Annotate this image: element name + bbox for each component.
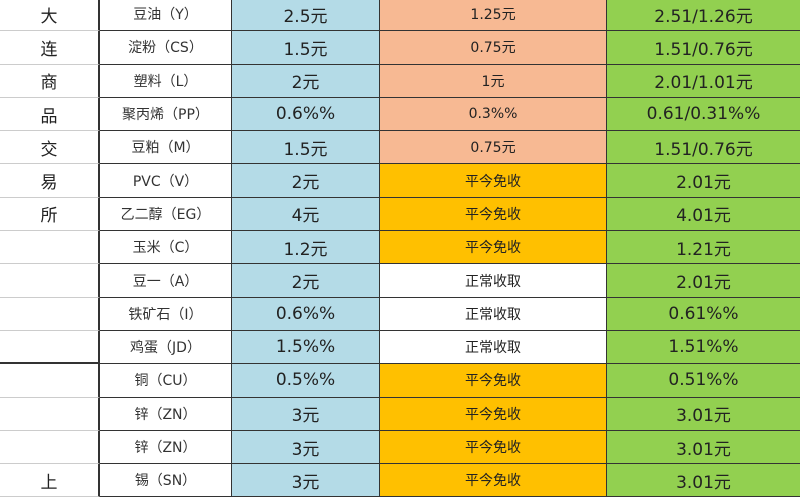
total-cell: 2.01元 <box>607 164 800 198</box>
table-row: 连淀粉（CS） 1.5元 0.75元 1.51/0.76元 <box>0 31 800 65</box>
total-cell: 1.21元 <box>607 231 800 265</box>
table-row: 鸡蛋（JD） 1.5%% 正常收取 1.51%% <box>0 330 800 365</box>
fee-cell: 0.5%% <box>232 364 380 398</box>
close-today-cell: 正常收取 <box>380 330 607 365</box>
total-cell: 2.51/1.26元 <box>607 0 800 32</box>
fee-cell: 3元 <box>232 464 380 498</box>
fee-cell: 2.5元 <box>232 0 380 32</box>
exchange-cell <box>0 430 100 465</box>
close-today-cell: 1元 <box>380 64 607 98</box>
fee-cell: 1.2元 <box>232 231 380 265</box>
fee-cell: 2元 <box>232 164 380 198</box>
table-row: 锌（ZN） 3元 平今免收 3.01元 <box>0 397 800 431</box>
product-cell: 铜（CU） <box>100 364 232 398</box>
product-cell: 锡（SN） <box>100 464 232 498</box>
close-today-cell: 平今免收 <box>380 164 607 198</box>
close-today-cell: 平今免收 <box>380 397 607 431</box>
table-row: 玉米（C） 1.2元 平今免收 1.21元 <box>0 231 800 265</box>
close-today-cell: 0.3%% <box>380 97 607 132</box>
fee-cell: 3元 <box>232 397 380 431</box>
total-cell: 0.61%% <box>607 297 800 331</box>
exchange-cell: 交 <box>0 131 100 165</box>
product-cell: 豆粕（M） <box>100 131 232 165</box>
exchange-cell: 易 <box>0 164 100 198</box>
fee-cell: 2元 <box>232 264 380 298</box>
fee-cell: 2元 <box>232 64 380 98</box>
exchange-cell: 商 <box>0 64 100 98</box>
fee-cell: 0.6%% <box>232 297 380 331</box>
close-today-cell: 0.75元 <box>380 31 607 65</box>
total-cell: 1.51/0.76元 <box>607 31 800 65</box>
fee-cell: 3元 <box>232 430 380 465</box>
total-cell: 4.01元 <box>607 197 800 232</box>
exchange-cell: 所 <box>0 197 100 232</box>
table-row: 锌（ZN） 3元 平今免收 3.01元 <box>0 430 800 465</box>
total-cell: 1.51%% <box>607 330 800 365</box>
exchange-cell <box>0 297 100 331</box>
table-row: 铁矿石（I） 0.6%% 正常收取 0.61%% <box>0 297 800 331</box>
exchange-cell <box>0 397 100 431</box>
product-cell: 聚丙烯（PP） <box>100 97 232 132</box>
product-cell: 鸡蛋（JD） <box>100 330 232 365</box>
total-cell: 0.51%% <box>607 364 800 398</box>
product-cell: 乙二醇（EG） <box>100 197 232 232</box>
product-cell: 锌（ZN） <box>100 397 232 431</box>
product-cell: 豆一（A） <box>100 264 232 298</box>
product-cell: 塑料（L） <box>100 64 232 98</box>
fee-cell: 1.5元 <box>232 131 380 165</box>
table-row: 上锡（SN） 3元 平今免收 3.01元 <box>0 464 800 498</box>
product-cell: 锌（ZN） <box>100 430 232 465</box>
fee-cell: 1.5%% <box>232 330 380 365</box>
total-cell: 2.01/1.01元 <box>607 64 800 98</box>
exchange-cell: 品 <box>0 97 100 132</box>
total-cell: 3.01元 <box>607 430 800 465</box>
product-cell: 铁矿石（I） <box>100 297 232 331</box>
total-cell: 0.61/0.31%% <box>607 97 800 132</box>
exchange-cell: 连 <box>0 31 100 65</box>
close-today-cell: 平今免收 <box>380 231 607 265</box>
close-today-cell: 平今免收 <box>380 430 607 465</box>
table-row: 所乙二醇（EG） 4元 平今免收 4.01元 <box>0 197 800 232</box>
product-cell: 淀粉（CS） <box>100 31 232 65</box>
close-today-cell: 1.25元 <box>380 0 607 32</box>
table-row: 品聚丙烯（PP） 0.6%% 0.3%% 0.61/0.31%% <box>0 97 800 132</box>
total-cell: 2.01元 <box>607 264 800 298</box>
exchange-cell <box>0 330 100 365</box>
close-today-cell: 正常收取 <box>380 264 607 298</box>
product-cell: PVC（V） <box>100 164 232 198</box>
close-today-cell: 0.75元 <box>380 131 607 165</box>
table-row: 交豆粕（M） 1.5元 0.75元 1.51/0.76元 <box>0 131 800 165</box>
exchange-cell: 大 <box>0 0 100 32</box>
close-today-cell: 正常收取 <box>380 297 607 331</box>
total-cell: 1.51/0.76元 <box>607 131 800 165</box>
table-row: 商塑料（L） 2元 1元 2.01/1.01元 <box>0 64 800 98</box>
exchange-cell <box>0 264 100 298</box>
close-today-cell: 平今免收 <box>380 364 607 398</box>
table-row: 易 PVC（V） 2元 平今免收 2.01元 <box>0 164 800 198</box>
product-cell: 玉米（C） <box>100 231 232 265</box>
exchange-cell: 上 <box>0 464 100 498</box>
table-row: 铜（CU） 0.5%% 平今免收 0.51%% <box>0 364 800 398</box>
exchange-cell <box>0 364 100 398</box>
fee-cell: 1.5元 <box>232 31 380 65</box>
table-row: 大豆油（Y） 2.5元 1.25元 2.51/1.26元 <box>0 0 800 32</box>
close-today-cell: 平今免收 <box>380 197 607 232</box>
product-cell: 豆油（Y） <box>100 0 232 32</box>
total-cell: 3.01元 <box>607 464 800 498</box>
close-today-cell: 平今免收 <box>380 464 607 498</box>
fee-cell: 0.6%% <box>232 97 380 132</box>
table-row: 豆一（A） 2元 正常收取 2.01元 <box>0 264 800 298</box>
total-cell: 3.01元 <box>607 397 800 431</box>
fee-cell: 4元 <box>232 197 380 232</box>
exchange-cell <box>0 231 100 265</box>
